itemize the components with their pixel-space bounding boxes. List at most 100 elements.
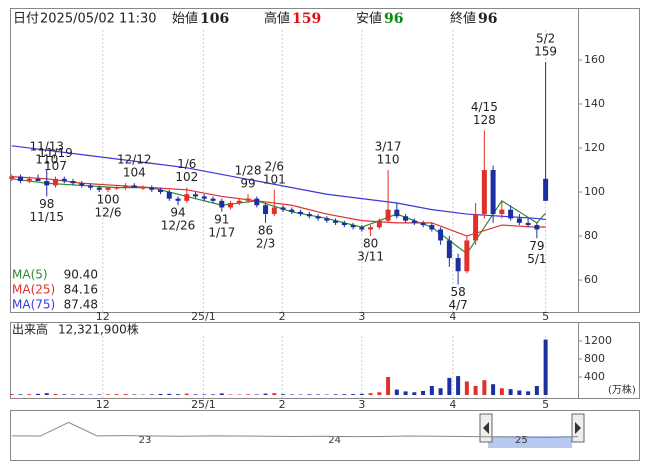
volume-bar [211, 394, 216, 395]
y-tick-label: 1200 [584, 334, 612, 347]
navigator-left-arrow [483, 422, 489, 434]
volume-bar [534, 385, 539, 395]
volume-bar [132, 394, 137, 395]
volume-bar [333, 394, 338, 395]
x-tick-label: 3 [358, 310, 365, 323]
candle-body [376, 220, 382, 228]
y-tick-label: 160 [584, 53, 605, 66]
legend-box [11, 267, 99, 311]
volume-panel [10, 322, 640, 399]
navigator-tick-label: 24 [328, 435, 341, 446]
candle-body [359, 227, 365, 230]
candle-body [105, 187, 111, 190]
candle-body [88, 185, 94, 188]
annotation-date: 2/6 [265, 159, 284, 173]
candle-body [499, 209, 505, 215]
volume-bar [517, 390, 522, 395]
legend-value: 84.16 [64, 283, 98, 297]
annotation-value: 104 [123, 166, 146, 180]
volume-bar [351, 394, 356, 395]
annotation-value: 110 [35, 153, 58, 167]
volume-bar [246, 394, 251, 395]
candle-body [543, 178, 549, 201]
volume-bar [289, 394, 294, 395]
x-tick-label: 5 [542, 310, 549, 323]
volume-bar [9, 394, 14, 395]
annotation-date: 2/3 [256, 236, 275, 250]
volume-bar [342, 394, 347, 395]
x-tick-label: 2 [279, 310, 286, 323]
candle-body [61, 178, 67, 182]
candle-body [473, 214, 479, 241]
annotation-value: 99 [240, 177, 255, 191]
volume-bar [193, 394, 198, 395]
low-label: 安値 [356, 11, 382, 27]
candle-body [446, 240, 452, 259]
volume-bar [412, 392, 417, 395]
annotation-value: 128 [473, 113, 496, 127]
annotation-date: 12/6 [95, 206, 122, 220]
annotation-date: 11/19 [38, 146, 73, 160]
candle-body [70, 181, 76, 184]
volume-bar [359, 393, 364, 395]
annotation-date: 4/15 [471, 100, 498, 114]
annotation-value: 91 [214, 212, 229, 226]
legend-value: 90.40 [64, 268, 98, 282]
candle-body [114, 187, 120, 189]
candle-body [35, 178, 41, 182]
volume-bar [114, 394, 119, 395]
y-tick-label: 800 [584, 352, 605, 365]
annotation-value: 98 [39, 197, 54, 211]
candle-body [210, 198, 216, 201]
candle-body [481, 170, 487, 215]
volume-bar [281, 394, 286, 395]
candle-body [245, 198, 251, 201]
candle-body [26, 178, 32, 182]
candle-body [403, 216, 409, 221]
volume-bar [543, 339, 548, 395]
candle-body [341, 222, 347, 226]
volume-bar [456, 376, 461, 395]
x-tick-label: 12 [96, 310, 110, 323]
x-tick-label: 25/1 [191, 398, 216, 411]
y-tick-label: 120 [584, 141, 605, 154]
candle-body [254, 198, 260, 206]
legend-name: MA(5) [12, 268, 48, 282]
date-label: 日付 [13, 12, 39, 27]
candle-body [455, 258, 461, 272]
candle-body [131, 185, 137, 188]
high-value: 159 [292, 11, 321, 27]
x-tick-label: 4 [449, 398, 456, 411]
annotation-date: 1/28 [235, 164, 262, 178]
volume-bar [403, 391, 408, 395]
date-value: 2025/05/02 11:30 [40, 12, 157, 27]
candle-body [280, 207, 286, 210]
volume-bar [106, 394, 111, 395]
open-value: 106 [200, 11, 229, 27]
volume-bar [421, 390, 426, 395]
annotation-date: 1/6 [177, 157, 196, 171]
candle-body [96, 187, 102, 190]
low-value: 96 [384, 11, 403, 27]
volume-bar [79, 394, 84, 395]
x-tick-label: 25/1 [191, 310, 216, 323]
candle-body [534, 225, 540, 230]
candle-body [228, 203, 234, 208]
x-tick-label: 2 [279, 398, 286, 411]
y-tick-label: 100 [584, 185, 605, 198]
navigator-panel [10, 410, 640, 461]
volume-bar [272, 393, 277, 395]
candle-body [9, 176, 15, 179]
volume-bar [482, 380, 487, 395]
annotation-date: 12/12 [117, 153, 152, 167]
volume-bar [263, 393, 268, 395]
annotation-date: 11/15 [29, 210, 64, 224]
y-tick-label: 400 [584, 370, 605, 383]
volume-bar [499, 388, 504, 395]
volume-unit: (万株) [608, 383, 636, 396]
annotation-date: 3/11 [357, 250, 384, 264]
navigator-tick-label: 25 [515, 435, 528, 446]
annotation-value: 79 [529, 239, 544, 253]
legend-name: MA(75) [12, 298, 55, 312]
